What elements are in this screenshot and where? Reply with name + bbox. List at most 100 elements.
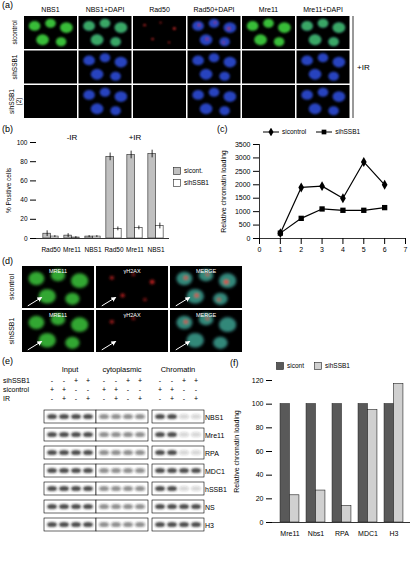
svg-text:Rad50+DAPI: Rad50+DAPI [193,6,234,13]
svg-text:MDC1: MDC1 [358,530,378,537]
svg-text:100: 100 [252,400,264,407]
svg-text:Relative chromatin loading: Relative chromatin loading [233,410,241,493]
svg-text:+IR: +IR [357,63,370,72]
svg-text:+: + [194,395,198,402]
svg-text:-: - [159,377,162,384]
svg-text:+: + [114,395,118,402]
svg-text:-: - [63,377,66,384]
svg-text:Nbs1: Nbs1 [308,530,324,537]
svg-text:-: - [51,377,54,384]
svg-text:20: 20 [256,495,264,502]
svg-text:1000: 1000 [235,208,251,215]
svg-text:NBS1: NBS1 [85,246,102,253]
svg-text:+: + [86,395,90,402]
svg-text:7: 7 [404,246,408,253]
svg-text:-: - [115,377,118,384]
svg-text:Input: Input [62,365,80,374]
svg-text:2000: 2000 [235,181,251,188]
svg-text:+: + [170,395,174,402]
svg-text:20: 20 [20,215,28,222]
svg-text:Relative chromatin loading: Relative chromatin loading [220,150,228,233]
svg-text:sihSSB1: sihSSB1 [3,377,30,384]
svg-text:cytoplasmic: cytoplasmic [102,365,141,374]
svg-text:RPA: RPA [205,450,219,457]
svg-text:Rad50: Rad50 [104,246,124,253]
svg-text:γH2AX: γH2AX [123,312,140,318]
svg-text:+: + [50,386,54,393]
svg-text:-: - [87,386,90,393]
svg-text:4: 4 [341,246,345,253]
svg-text:-: - [183,395,186,402]
svg-text:NBS1: NBS1 [148,246,165,253]
svg-text:0: 0 [24,235,28,242]
svg-text:NBS1+DAPI: NBS1+DAPI [86,6,125,13]
svg-text:Mre11: Mre11 [205,432,224,439]
svg-text:3500: 3500 [235,141,251,148]
svg-text:H3: H3 [390,530,399,537]
svg-text:+: + [138,395,142,402]
svg-text:RPA: RPA [335,530,349,537]
svg-text:+: + [62,386,66,393]
svg-text:sicontrol: sicontrol [3,386,30,393]
svg-text:100: 100 [17,139,28,146]
svg-text:NS: NS [205,504,215,511]
svg-text:Rad50: Rad50 [41,246,61,253]
svg-text:sicontrol: sicontrol [8,274,15,301]
svg-text:-: - [159,395,162,402]
svg-text:+: + [114,386,118,393]
svg-text:% Positive cells: % Positive cells [5,167,12,213]
svg-text:MERGE: MERGE [196,312,217,318]
svg-text:5: 5 [362,246,366,253]
svg-text:-IR: -IR [67,133,78,142]
svg-text:+IR: +IR [129,133,142,142]
svg-text:-: - [139,386,142,393]
svg-text:60: 60 [20,177,28,184]
svg-text:Mre11: Mre11 [63,246,81,253]
svg-text:Mre11: Mre11 [280,530,299,537]
svg-text:-: - [183,386,186,393]
svg-text:+: + [74,377,78,384]
svg-text:-: - [195,386,198,393]
svg-text:-: - [75,395,78,402]
svg-text:-: - [75,386,78,393]
svg-text:-: - [127,386,130,393]
svg-text:NBS1: NBS1 [205,414,223,421]
svg-text:0: 0 [247,235,251,242]
svg-text:1: 1 [278,246,282,253]
svg-text:Mre11+DAPI: Mre11+DAPI [303,6,343,13]
svg-text:+: + [170,386,174,393]
svg-text:80: 80 [256,424,264,431]
svg-text:60: 60 [256,448,264,455]
svg-text:MDC1: MDC1 [205,468,225,475]
svg-text:+: + [194,377,198,384]
svg-text:H3: H3 [205,522,214,529]
svg-text:1500: 1500 [235,194,251,201]
svg-text:sihSSB1: sihSSB1 [8,317,15,344]
svg-text:+: + [158,386,162,393]
svg-text:40: 40 [20,196,28,203]
svg-text:500: 500 [239,221,251,228]
svg-text:IR: IR [3,395,10,402]
svg-text:3: 3 [320,246,324,253]
svg-text:-: - [51,395,54,402]
svg-text:-: - [103,395,106,402]
svg-text:MERGE: MERGE [196,268,217,274]
svg-text:80: 80 [20,158,28,165]
svg-text:40: 40 [256,471,264,478]
svg-text:NBS1: NBS1 [41,6,59,13]
svg-text:MRE11: MRE11 [49,312,67,318]
svg-text:Rad50: Rad50 [149,6,170,13]
svg-text:6: 6 [383,246,387,253]
svg-text:2500: 2500 [235,168,251,175]
svg-text:120: 120 [252,377,264,384]
svg-text:+: + [182,377,186,384]
svg-text:sicontrol: sicontrol [11,20,18,45]
svg-text:sihSSB1: sihSSB1 [11,54,18,79]
svg-text:Chromatin: Chromatin [161,365,196,374]
svg-text:hSSB1: hSSB1 [205,486,227,493]
svg-text:0: 0 [260,519,264,526]
svg-text:Mre11: Mre11 [126,246,144,253]
svg-text:-: - [127,395,130,402]
svg-text:Mre11: Mre11 [259,6,278,13]
svg-text:2: 2 [299,246,303,253]
